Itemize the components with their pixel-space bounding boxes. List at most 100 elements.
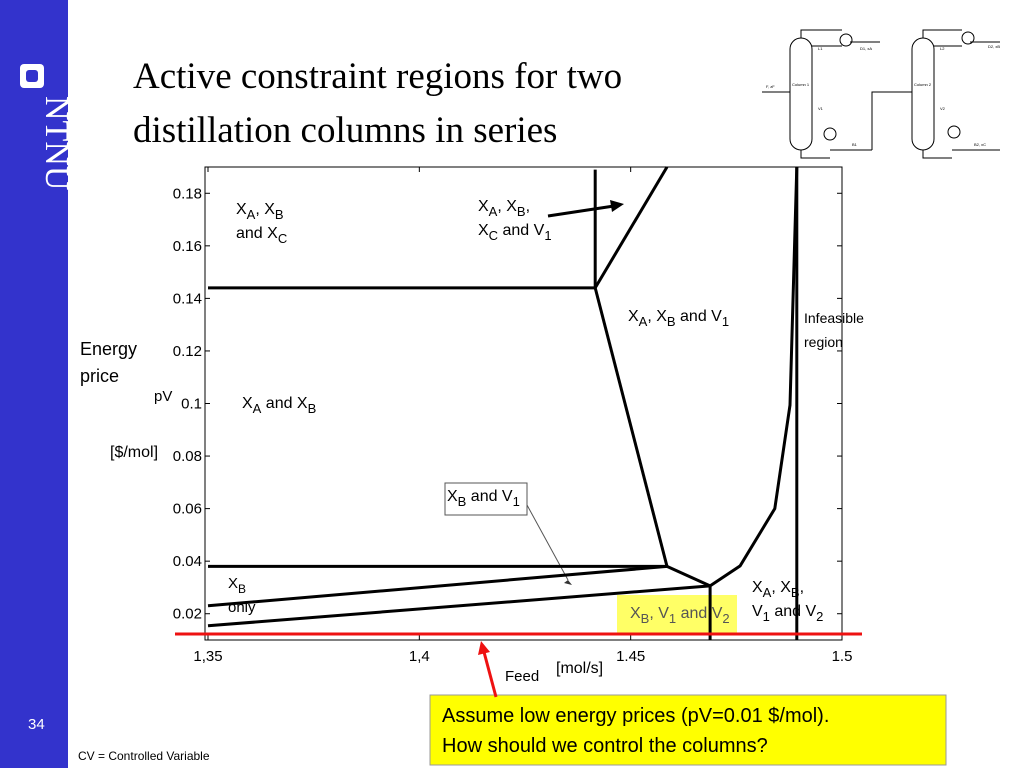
x-tick-label: 1.45 [616, 648, 645, 665]
region-label-part: B [275, 207, 284, 222]
region-label-part: only [228, 599, 256, 616]
region-label-part: X [447, 488, 458, 505]
region-label: XA, XB and V1 [628, 308, 729, 329]
region-label-part: B [458, 494, 467, 509]
flowsheet-label: D1, xA [860, 46, 872, 51]
region-label-part: and V [676, 605, 723, 622]
y-axis-symbol: pV [154, 388, 172, 405]
region-label-part: X [478, 222, 489, 239]
region-label: XA, XB [236, 201, 284, 222]
region-label-part: V [752, 603, 763, 620]
pointer [547, 204, 615, 218]
y-tick-label: 0.12 [173, 343, 202, 360]
footnote: CV = Controlled Variable [78, 749, 210, 763]
y-tick-label: 0.04 [173, 553, 202, 570]
highlight [617, 595, 737, 633]
region-label-part: 1 [544, 228, 551, 243]
y-axis-unit: [$/mol] [110, 444, 158, 461]
side-band [0, 0, 68, 768]
region-label: region [804, 334, 843, 350]
x-tick-label: 1.5 [832, 648, 853, 665]
region-label-part: X [630, 605, 641, 622]
callout-text: How should we control the columns? [442, 735, 768, 757]
region-label-part: B [641, 611, 650, 626]
page-number: 34 [28, 716, 45, 733]
region-label: XC and V1 [478, 222, 552, 243]
flowsheet-label: F, zF [766, 84, 775, 89]
logo-icon-inner [26, 70, 38, 82]
region-label-part: , X [255, 201, 275, 218]
y-tick-label: 0.06 [173, 501, 202, 518]
region-label-part: and X [261, 395, 308, 412]
arrow-head [564, 580, 572, 585]
title: distillation columns in series [133, 110, 557, 151]
region-label-part: X [242, 395, 253, 412]
flowsheet-label: Column 2 [914, 82, 932, 87]
column [789, 37, 813, 151]
region-label: XB [228, 575, 246, 596]
boundary-line [593, 287, 669, 567]
label-box [444, 482, 528, 516]
region-label-part: and V [466, 488, 513, 505]
arrow-head [610, 200, 624, 212]
x-axis-unit: [mol/s] [556, 660, 603, 677]
flowsheet-label: L1 [818, 46, 823, 51]
y-tick-label: 0.1 [181, 396, 202, 413]
region-label-part: B [667, 314, 676, 329]
y-tick-label: 0.18 [173, 185, 202, 202]
region-label-part: A [247, 207, 256, 222]
flowsheet-label: V1 [818, 106, 824, 111]
region-label-part: X [478, 198, 489, 215]
region-label-part: X [628, 308, 639, 325]
reboiler [823, 127, 837, 141]
region-label-part: , X [771, 579, 791, 596]
region-label-part: A [639, 314, 648, 329]
region-label-part: B [517, 204, 526, 219]
region-label-part: , V [649, 605, 669, 622]
column [911, 37, 935, 151]
region-label-part: and V [770, 603, 817, 620]
boundary-line [593, 166, 669, 289]
flowsheet-label: B1 [852, 142, 858, 147]
boundary-line [207, 564, 668, 608]
callout-text: Assume low energy prices (pV=0.01 $/mol)… [442, 705, 829, 727]
region-label-part: B [238, 582, 246, 596]
boundary-line [207, 584, 711, 628]
region-label-part: A [763, 585, 772, 600]
x-tick-label: 1,35 [193, 648, 222, 665]
region-label-part: X [228, 575, 238, 592]
region-label-part: C [278, 231, 287, 246]
region-label-part: A [253, 401, 262, 416]
region-label-part: and V [498, 222, 545, 239]
flowsheet-label: V2 [940, 106, 946, 111]
flowsheet [762, 29, 1000, 159]
x-tick-label: 1,4 [409, 648, 430, 665]
region-label-part: B [791, 585, 800, 600]
x-axis-label: Feed [505, 668, 539, 685]
flow-pipe [762, 29, 1000, 159]
region-label-part: B [308, 401, 317, 416]
flowsheet-label: D2, xB [988, 44, 1000, 49]
region-label-part: 1 [763, 609, 770, 624]
y-tick-label: 0.14 [173, 290, 202, 307]
logo-text: NTNU [38, 96, 75, 190]
callout-arrow [482, 651, 498, 698]
region-label: XA, XB, [478, 198, 530, 219]
region-label-part: and V [676, 308, 723, 325]
y-tick-label: 0.16 [173, 238, 202, 255]
reboiler [947, 125, 961, 139]
region-label-part: , [800, 579, 804, 596]
y-tick-label: 0.02 [173, 606, 202, 623]
region-label: XA, XB, [752, 579, 804, 600]
region-label-part: 1 [513, 494, 520, 509]
region-label-part: and X [236, 225, 278, 242]
arrow-head [478, 641, 490, 655]
region-label: Infeasible [804, 310, 864, 326]
region-label-part: 1 [669, 611, 676, 626]
condenser [961, 31, 975, 45]
region-label-part: Infeasible [804, 310, 864, 326]
y-axis-label: price [80, 366, 119, 386]
callout-box [429, 694, 947, 766]
flowsheet-label: Column 1 [792, 82, 810, 87]
region-label-part: region [804, 334, 843, 350]
